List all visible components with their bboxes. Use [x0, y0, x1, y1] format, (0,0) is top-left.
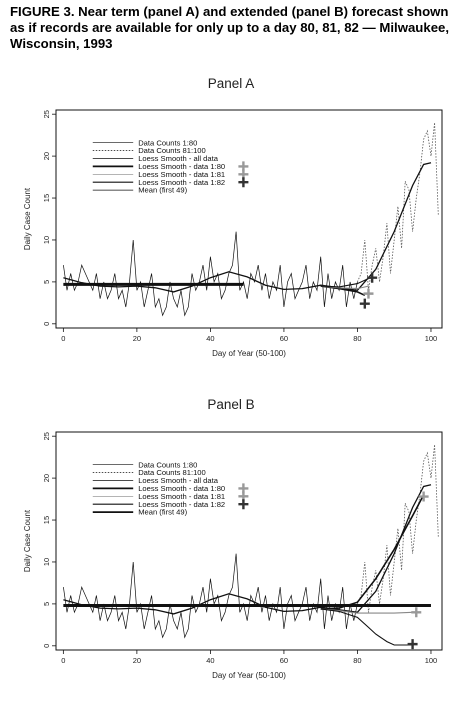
x-tick-label: 20	[133, 334, 141, 343]
y-axis-label: Daily Case Count	[23, 187, 32, 250]
legend-entry: Loess Smooth - data 1:80	[138, 162, 225, 171]
x-tick-label: 100	[425, 656, 438, 665]
series-loess-1-81	[320, 608, 413, 614]
series-loess-1-82	[320, 276, 373, 288]
x-axis-label: Day of Year (50-100)	[212, 671, 286, 680]
panel-a-title: Panel A	[207, 76, 255, 91]
x-tick-label: 0	[61, 656, 65, 665]
forecast-point-marker	[359, 298, 370, 309]
plot-frame	[55, 431, 443, 651]
x-tick-label: 60	[280, 334, 288, 343]
series-data-counts-1-80	[63, 231, 358, 317]
series-loess-1-82	[320, 608, 413, 646]
y-tick-label: 25	[42, 110, 51, 118]
legend-entry: Mean (first 49)	[138, 508, 187, 517]
x-tick-label: 100	[425, 334, 438, 343]
x-tick-label: 80	[353, 656, 361, 665]
panel-b-chart: 0 20 40 60 80 100 0 5 10 15 20 25 Day of Year (50-10…	[23, 431, 443, 680]
forecast-point-marker	[363, 288, 374, 299]
forecast-point-marker	[411, 607, 422, 618]
legend-entry: Loess Smooth - data 1:82	[138, 500, 225, 509]
series-data-counts-81-100	[357, 444, 439, 613]
legend-entry: Loess Smooth - all data	[138, 154, 219, 163]
panel-a-chart: 0 20 40 60 80 100 0 5 10 15 20 25 Day of Year (50-10…	[23, 109, 443, 358]
y-tick-label: 15	[42, 194, 51, 202]
legend-marker	[238, 177, 249, 188]
legend-entry: Data Counts 81:100	[138, 146, 206, 155]
x-tick-label: 60	[280, 656, 288, 665]
legend-entry: Data Counts 1:80	[138, 138, 197, 147]
x-tick-label: 20	[133, 656, 141, 665]
legend-entry: Loess Smooth - data 1:82	[138, 178, 225, 187]
panel-b-title: Panel B	[207, 397, 255, 412]
forecast-point-marker	[418, 491, 429, 502]
y-tick-label: 10	[42, 558, 51, 566]
legend-entry: Data Counts 1:80	[138, 460, 197, 469]
y-axis-label: Daily Case Count	[23, 509, 32, 572]
series-loess-1-80	[320, 494, 425, 610]
y-tick-label: 0	[42, 322, 51, 326]
x-tick-label: 40	[206, 334, 214, 343]
legend-entry: Loess Smooth - data 1:81	[138, 170, 225, 179]
y-tick-label: 20	[42, 474, 51, 482]
legend-entry: Mean (first 49)	[138, 186, 187, 195]
forecast-point-marker	[407, 639, 418, 650]
series-data-counts-81-100	[357, 122, 439, 291]
legend-entry: Loess Smooth - data 1:81	[138, 492, 225, 501]
figure-title: FIGURE 3. Near term (panel A) and extend…	[10, 4, 450, 51]
series-loess-all	[63, 484, 432, 615]
y-tick-label: 20	[42, 152, 51, 160]
series-loess-all	[63, 162, 432, 293]
forecast-point-marker	[367, 272, 378, 283]
y-tick-label: 10	[42, 236, 51, 244]
legend-entry: Data Counts 81:100	[138, 468, 206, 477]
y-tick-label: 5	[42, 280, 51, 284]
legend-entry: Loess Smooth - data 1:80	[138, 484, 225, 493]
y-tick-label: 15	[42, 516, 51, 524]
x-tick-label: 40	[206, 656, 214, 665]
legend-marker	[238, 499, 249, 510]
legend-entry: Loess Smooth - all data	[138, 476, 219, 485]
y-tick-label: 0	[42, 644, 51, 648]
x-axis-label: Day of Year (50-100)	[212, 349, 286, 358]
x-tick-label: 80	[353, 334, 361, 343]
y-tick-label: 25	[42, 432, 51, 440]
x-tick-label: 0	[61, 334, 65, 343]
series-data-counts-1-80	[63, 553, 358, 639]
plot-frame	[55, 109, 443, 329]
y-tick-label: 5	[42, 602, 51, 606]
